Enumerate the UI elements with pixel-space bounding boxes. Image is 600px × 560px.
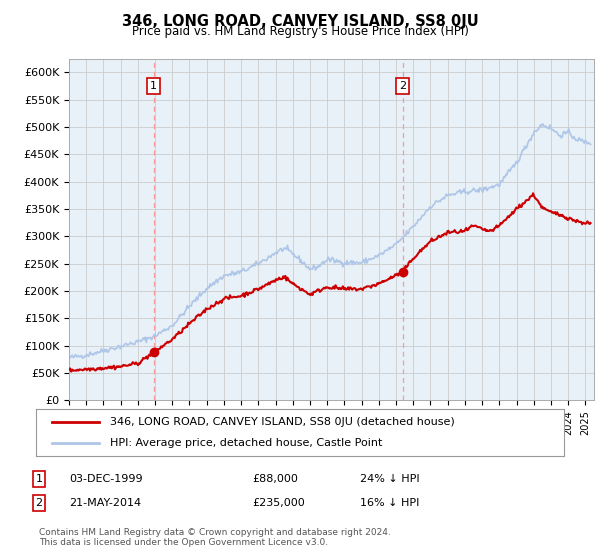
Text: 16% ↓ HPI: 16% ↓ HPI — [360, 498, 419, 508]
Text: 2: 2 — [35, 498, 43, 508]
Text: 2: 2 — [399, 81, 406, 91]
Text: 1: 1 — [35, 474, 43, 484]
Text: Price paid vs. HM Land Registry's House Price Index (HPI): Price paid vs. HM Land Registry's House … — [131, 25, 469, 38]
Text: £235,000: £235,000 — [252, 498, 305, 508]
Text: Contains HM Land Registry data © Crown copyright and database right 2024.
This d: Contains HM Land Registry data © Crown c… — [39, 528, 391, 547]
Text: £88,000: £88,000 — [252, 474, 298, 484]
Text: 03-DEC-1999: 03-DEC-1999 — [69, 474, 143, 484]
Text: 1: 1 — [150, 81, 157, 91]
Text: 346, LONG ROAD, CANVEY ISLAND, SS8 0JU (detached house): 346, LONG ROAD, CANVEY ISLAND, SS8 0JU (… — [110, 417, 455, 427]
Text: HPI: Average price, detached house, Castle Point: HPI: Average price, detached house, Cast… — [110, 438, 382, 448]
Text: 346, LONG ROAD, CANVEY ISLAND, SS8 0JU: 346, LONG ROAD, CANVEY ISLAND, SS8 0JU — [122, 14, 478, 29]
Text: 21-MAY-2014: 21-MAY-2014 — [69, 498, 141, 508]
Text: 24% ↓ HPI: 24% ↓ HPI — [360, 474, 419, 484]
